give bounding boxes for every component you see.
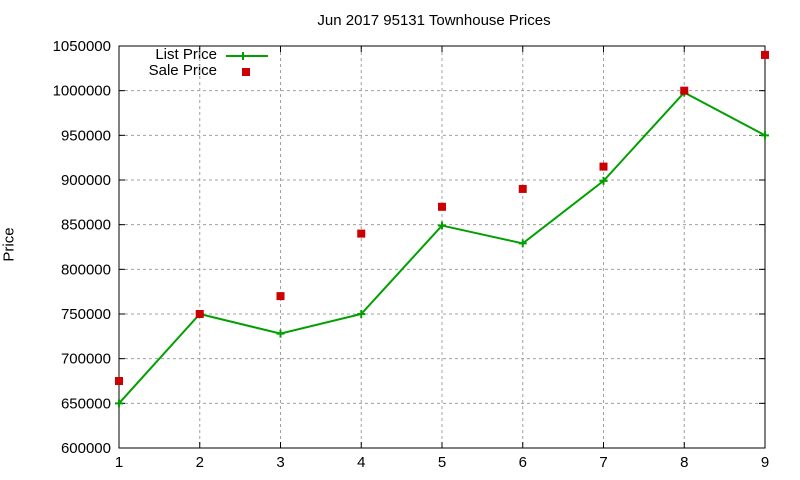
- legend-list-marker: [239, 52, 247, 60]
- axis-ticks: 600000 650000 700000 750000 800000 850000 9000…: [53, 38, 770, 471]
- x-tick-label: 4: [357, 454, 365, 471]
- list-price-marker: [357, 310, 366, 318]
- grid-lines: [119, 46, 765, 448]
- legend-sale-marker: [242, 68, 250, 76]
- legend-label-list: List Price: [155, 46, 217, 63]
- sale-price-marker: [518, 184, 527, 193]
- x-tick-label: 5: [438, 454, 446, 471]
- list-price-marker: [438, 221, 446, 230]
- y-tick-label: 950000: [61, 127, 111, 144]
- sale-price-marker: [599, 162, 608, 171]
- list-price-marker: [115, 399, 123, 408]
- list-price-marker: [599, 176, 608, 185]
- x-tick-label: 6: [519, 454, 527, 471]
- list-price-marker: [518, 239, 527, 248]
- x-tick-label: 1: [115, 454, 123, 471]
- sale-price-marker: [357, 229, 366, 238]
- sale-price-marker: [195, 310, 204, 318]
- y-tick-label: 750000: [61, 306, 111, 323]
- x-tick-label: 2: [196, 454, 204, 471]
- y-tick-label: 650000: [61, 395, 111, 412]
- list-price-marker: [761, 131, 769, 140]
- x-tick-label: 7: [599, 454, 607, 471]
- legend: [226, 52, 268, 76]
- sale-price-marker: [680, 86, 689, 95]
- plot-frame: [118, 45, 766, 449]
- sale-price-marker: [115, 377, 123, 385]
- y-tick-label: 900000: [61, 172, 111, 189]
- list-price-line: [118, 91, 766, 405]
- x-tick-label: 9: [761, 454, 769, 471]
- sale-price-marker: [761, 50, 769, 59]
- sale-price-marker: [438, 202, 446, 211]
- y-tick-label: 1050000: [53, 38, 111, 55]
- y-tick-label: 850000: [61, 217, 111, 234]
- list-price-marker: [276, 329, 285, 338]
- y-tick-label: 1000000: [53, 83, 111, 100]
- x-tick-label: 3: [276, 454, 284, 471]
- sale-price-marker: [276, 292, 285, 301]
- data-series: [115, 50, 769, 408]
- y-tick-label: 700000: [61, 351, 111, 368]
- x-tick-label: 8: [680, 454, 688, 471]
- y-tick-label: 800000: [61, 261, 111, 278]
- chart-title: Jun 2017 95131 Townhouse Prices: [317, 12, 551, 29]
- y-tick-label: 600000: [61, 440, 111, 457]
